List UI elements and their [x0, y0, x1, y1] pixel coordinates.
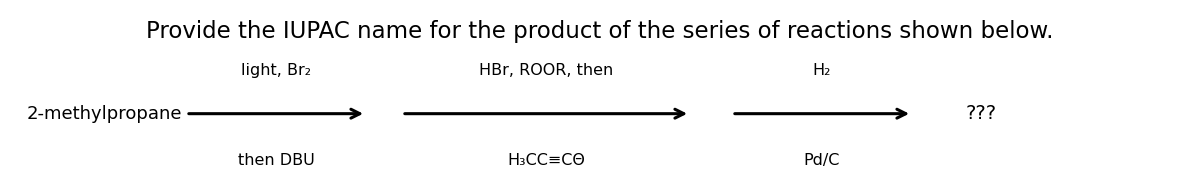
Text: HBr, ROOR, then: HBr, ROOR, then — [479, 63, 613, 78]
Text: H₂: H₂ — [812, 63, 832, 78]
Text: Pd/C: Pd/C — [804, 153, 840, 168]
Text: light, Br₂: light, Br₂ — [241, 63, 311, 78]
Text: ???: ??? — [966, 104, 997, 123]
Text: 2-methylpropane: 2-methylpropane — [26, 105, 182, 123]
Text: then DBU: then DBU — [238, 153, 314, 168]
Text: Provide the IUPAC name for the product of the series of reactions shown below.: Provide the IUPAC name for the product o… — [146, 20, 1054, 43]
Text: H₃CC≡CΘ: H₃CC≡CΘ — [508, 153, 584, 168]
